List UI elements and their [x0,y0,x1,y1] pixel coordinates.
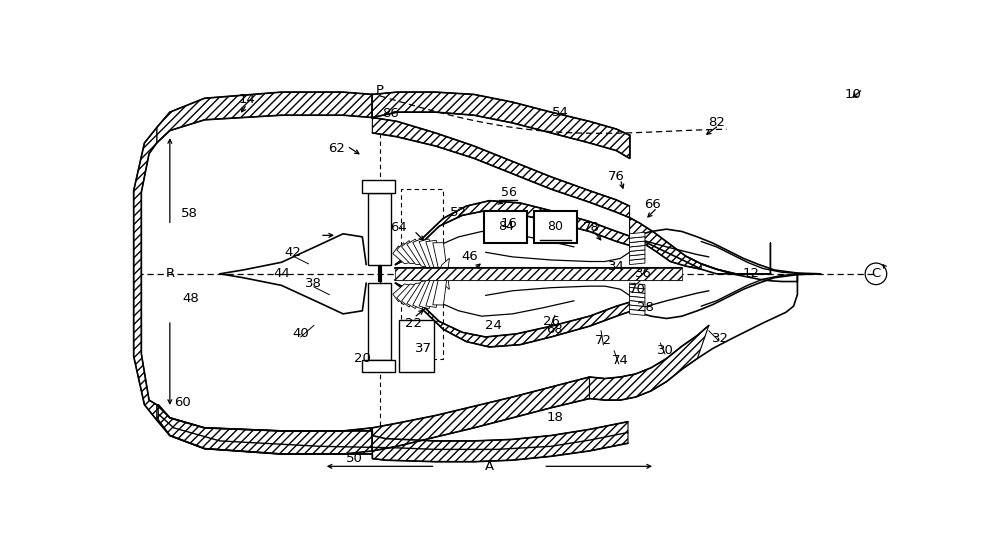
Text: 54: 54 [552,106,569,118]
Polygon shape [630,296,645,302]
Polygon shape [419,270,441,309]
Polygon shape [372,117,630,218]
Polygon shape [630,283,645,289]
Text: 12: 12 [743,267,760,280]
Polygon shape [630,287,645,293]
Text: 40: 40 [292,327,309,339]
Text: 18: 18 [546,411,563,424]
Polygon shape [134,128,157,420]
Text: 66: 66 [644,198,661,211]
Text: 22: 22 [405,317,422,330]
Polygon shape [630,310,645,315]
Polygon shape [433,258,449,305]
Text: 72: 72 [595,334,612,348]
Text: P: P [376,84,384,97]
Text: 80: 80 [548,219,564,232]
Text: 26: 26 [543,315,559,328]
Polygon shape [362,360,395,372]
Polygon shape [630,305,645,311]
Polygon shape [590,325,709,400]
Text: 82: 82 [708,116,725,129]
Polygon shape [419,239,441,277]
Polygon shape [397,243,420,263]
Text: 50: 50 [346,452,363,465]
Polygon shape [362,180,395,193]
Text: 64: 64 [390,221,407,234]
Text: 10: 10 [844,88,861,101]
Polygon shape [368,193,391,264]
Polygon shape [395,283,632,347]
Text: 37: 37 [415,342,432,355]
Polygon shape [630,258,645,264]
Text: A: A [485,460,494,473]
Text: 36: 36 [635,267,652,280]
Text: R: R [165,267,174,280]
Text: 44: 44 [273,267,290,280]
Polygon shape [399,320,434,372]
Polygon shape [157,405,372,454]
Text: 74: 74 [612,353,629,367]
Text: 30: 30 [657,344,673,357]
Polygon shape [393,284,414,302]
Polygon shape [397,284,420,305]
Polygon shape [158,405,628,462]
Polygon shape [630,237,645,243]
Polygon shape [407,280,431,308]
Polygon shape [413,238,436,272]
Polygon shape [426,240,446,283]
Text: 24: 24 [485,319,502,332]
Text: 70: 70 [629,283,646,296]
Text: 34: 34 [608,260,625,273]
Text: 20: 20 [354,352,371,365]
Text: 38: 38 [305,276,322,289]
Text: 78: 78 [583,221,599,234]
Polygon shape [426,265,446,307]
Polygon shape [630,254,645,260]
Polygon shape [433,243,449,289]
Text: 68: 68 [546,323,563,336]
Text: 28: 28 [637,301,653,314]
Text: 16: 16 [500,217,517,230]
Polygon shape [157,92,372,143]
Polygon shape [630,292,645,298]
Text: 42: 42 [285,246,301,259]
Text: 58: 58 [181,207,198,220]
Text: 14: 14 [238,93,255,106]
Text: 56: 56 [501,186,517,199]
Polygon shape [372,92,630,159]
FancyBboxPatch shape [534,211,577,243]
Text: C: C [871,267,881,280]
Polygon shape [407,239,431,268]
Text: 86: 86 [382,107,399,120]
Text: 84: 84 [498,219,514,232]
Polygon shape [395,268,682,280]
Polygon shape [395,201,632,264]
Text: 48: 48 [182,292,199,305]
Text: 62: 62 [329,142,345,155]
Polygon shape [413,276,436,309]
Polygon shape [630,301,645,307]
Polygon shape [401,241,425,265]
Polygon shape [368,283,391,360]
Polygon shape [630,218,701,269]
Polygon shape [630,250,645,256]
FancyBboxPatch shape [484,211,527,243]
Polygon shape [630,241,645,247]
Polygon shape [393,246,414,264]
Text: 76: 76 [608,171,625,184]
Polygon shape [401,283,425,307]
Text: 46: 46 [462,250,479,263]
Polygon shape [630,245,645,251]
Text: 60: 60 [175,396,191,409]
Polygon shape [372,377,590,451]
Text: 52: 52 [450,206,467,219]
Polygon shape [630,232,645,238]
Text: 32: 32 [712,332,729,345]
